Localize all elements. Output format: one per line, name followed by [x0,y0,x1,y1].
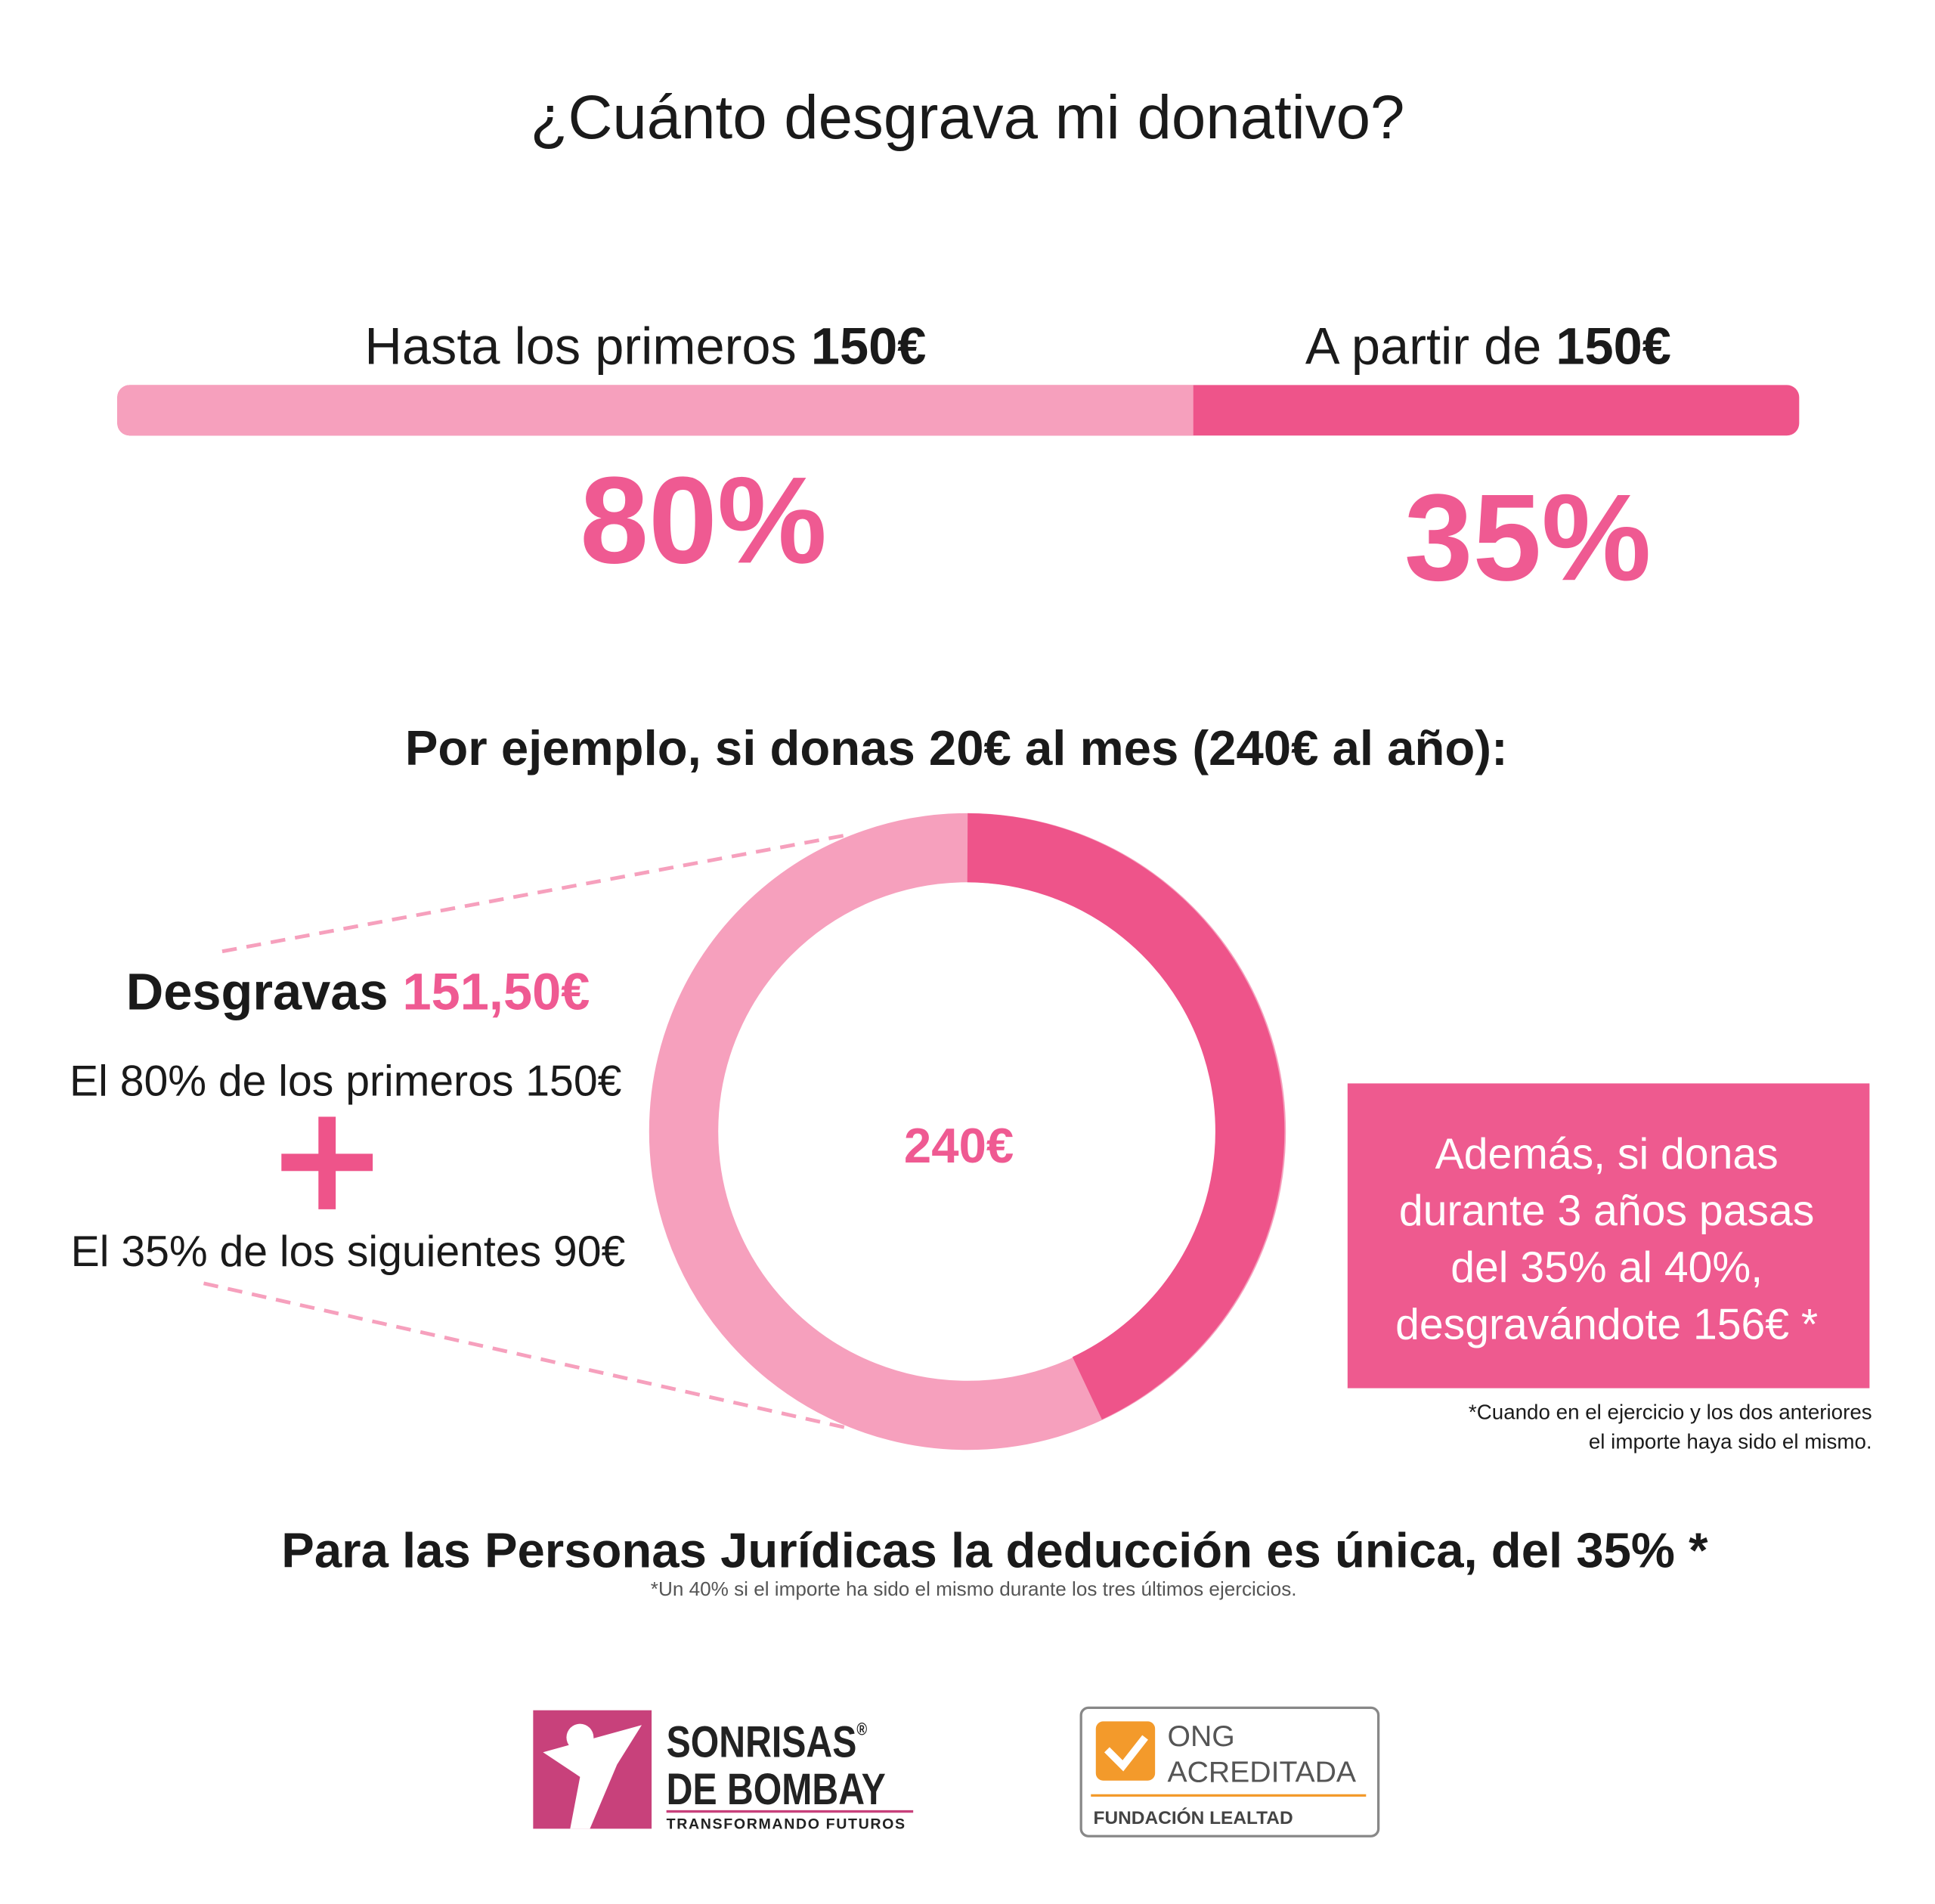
tier-text: Hasta los primeros [364,317,796,376]
logo-figure [543,1725,642,1829]
plus-icon [281,1153,373,1172]
logo-line: SONRISAS [667,1717,857,1767]
tier-rate: 80% [580,450,827,589]
tier-rate: 35% [1404,468,1652,606]
ong-footer: FUNDACIÓN LEALTAD [1094,1807,1293,1828]
ong-line: ONG [1167,1720,1234,1753]
donut-segment [967,813,1285,1419]
deduction: Desgravas 151,50€ [126,962,590,1020]
tier-label: A partir de 150€ [1305,317,1671,376]
ong-check [1104,1735,1148,1772]
dashed-connector [203,1281,853,1431]
deduction-label: Desgravas [126,962,389,1020]
note-line: del 35% al 40%, [1450,1243,1763,1292]
ong-badge [1095,1721,1156,1781]
donut-center-label: 240€ [904,1118,1014,1173]
dashed-connector [221,832,852,954]
tier-label: Hasta los primeros 150€ [364,317,926,376]
note-line: Además, si donas [1435,1130,1779,1178]
note-line: desgravándote 156€ * [1395,1300,1818,1348]
tier-bar-light [117,385,1194,436]
logo-tagline: TRANSFORMANDO FUTUROS [667,1816,906,1832]
example-heading: Por ejemplo, si donas 20€ al mes (240€ a… [405,720,1508,776]
ong-frame [1079,1706,1380,1837]
breakdown-line: El 80% de los primeros 150€ [70,1057,621,1106]
tier-amount: 150€ [1556,317,1671,376]
ong-logo: ONG ACREDITADA FUNDACIÓN LEALTAD [1079,1706,1380,1837]
logo-reg: ® [856,1720,867,1739]
ong-line: ACREDITADA [1167,1756,1356,1788]
note-footnote: *Cuando en el ejercicio y los dos anteri… [1469,1400,1872,1423]
breakdown-line: El 35% de los siguientes 90€ [71,1228,626,1276]
sonrisas-logo: SONRISAS® DE BOMBAY TRANSFORMANDO FUTURO… [533,1710,914,1832]
tier-amount: 150€ [811,317,927,376]
companies-heading: Para las Personas Jurídicas la deducción… [281,1522,1708,1577]
deduction-amount: 151,50€ [403,962,590,1020]
logo-line: DE BOMBAY [667,1764,886,1814]
companies-footnote: *Un 40% si el importe ha sido el mismo d… [651,1577,1297,1600]
logo-text: SONRISAS® [667,1717,868,1767]
note-box [1347,1083,1870,1389]
tier-text: A partir de [1305,317,1541,376]
note-line: durante 3 años pasas [1399,1187,1814,1235]
title: ¿Cuánto desgrava mi donativo? [531,83,1405,152]
note-footnote: el importe haya sido el mismo. [1589,1430,1872,1454]
